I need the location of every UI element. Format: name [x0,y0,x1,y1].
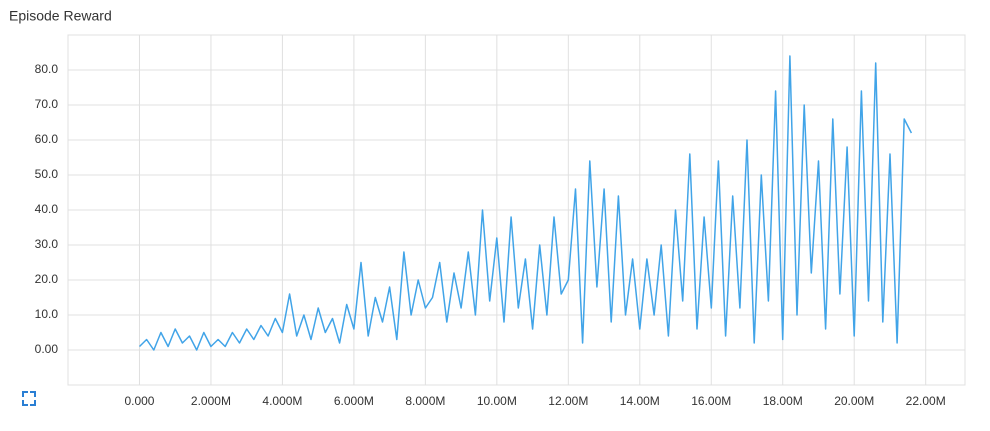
x-tick-label: 22.00M [906,394,946,408]
x-tick-label: 20.00M [834,394,874,408]
x-tick-label: 14.00M [620,394,660,408]
data-line [138,55,913,351]
y-tick-label: 60.0 [35,132,59,146]
x-tick-label: 8.000M [405,394,445,408]
chart-title: Episode Reward [9,8,112,24]
y-tick-label: 40.0 [35,202,59,216]
x-tick-label: 6.000M [334,394,374,408]
y-tick-label: 0.00 [35,342,59,356]
y-tick-label: 10.0 [35,307,59,321]
y-tick-label: 70.0 [35,97,59,111]
expand-icon[interactable] [22,391,36,406]
x-tick-label: 4.000M [262,394,302,408]
y-tick-label: 30.0 [35,237,59,251]
x-tick-label: 2.000M [191,394,231,408]
x-tick-label: 18.00M [763,394,803,408]
y-tick-label: 50.0 [35,167,59,181]
x-tick-label: 0.000 [124,394,154,408]
x-tick-label: 12.00M [548,394,588,408]
x-tick-label: 10.00M [477,394,517,408]
y-tick-label: 80.0 [35,62,59,76]
x-tick-label: 16.00M [691,394,731,408]
y-tick-label: 20.0 [35,272,59,286]
